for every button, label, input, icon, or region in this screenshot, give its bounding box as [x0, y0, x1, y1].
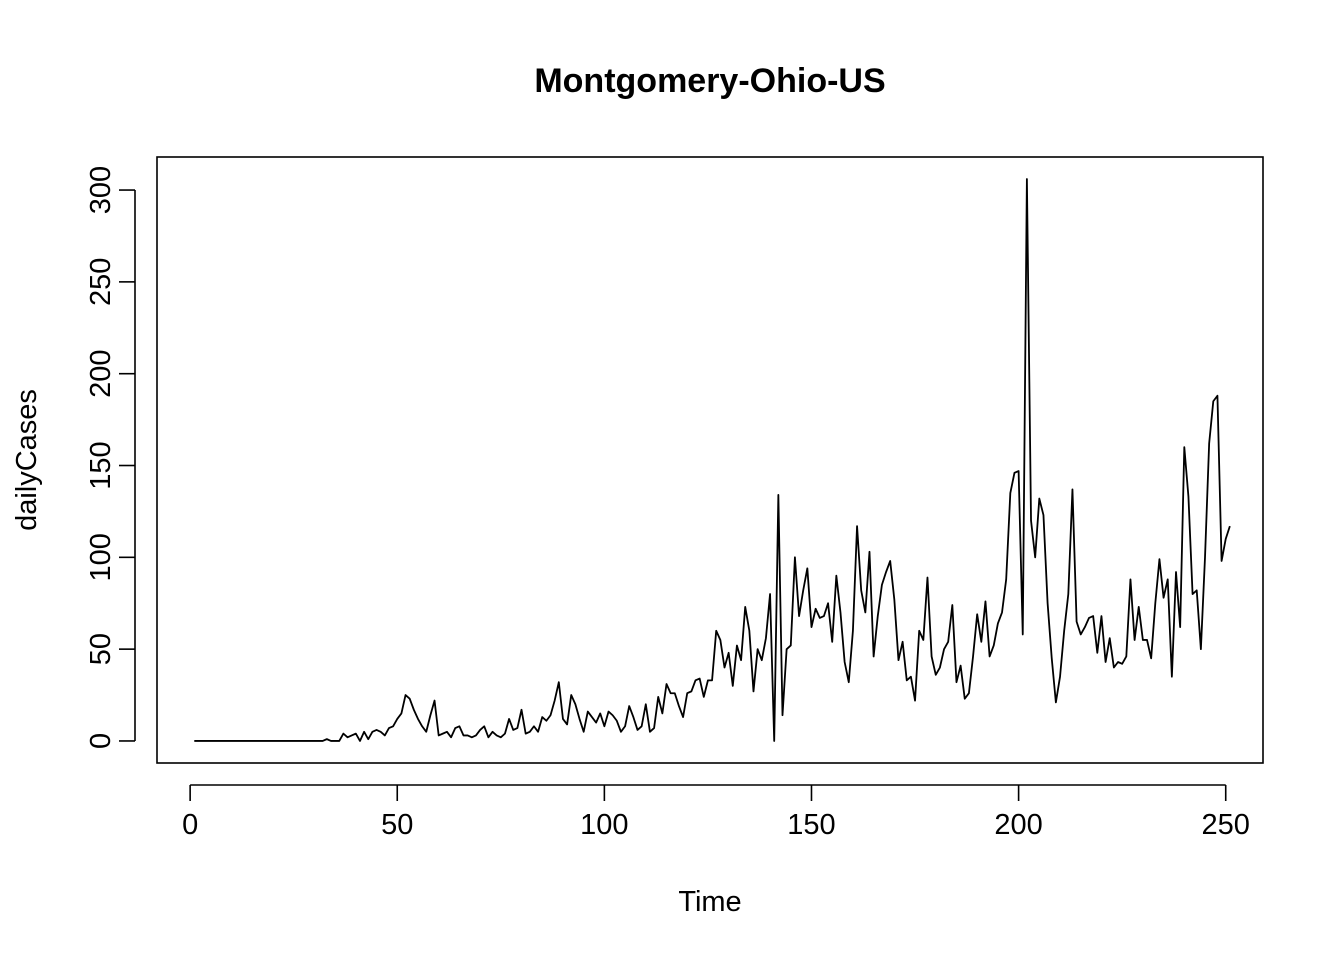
series-line-dailycases	[194, 178, 1231, 742]
y-tick-label: 50	[85, 633, 117, 665]
y-tick-label: 300	[85, 166, 117, 214]
x-tick-label: 200	[994, 809, 1042, 841]
y-tick-label: 250	[85, 258, 117, 306]
x-axis-label: Time	[678, 886, 741, 918]
x-tick-label: 0	[182, 809, 198, 841]
y-tick-label: 0	[85, 733, 117, 749]
x-axis: 0 50 100 150 200 250	[182, 784, 1250, 841]
x-tick-label: 250	[1202, 809, 1250, 841]
chart-title: Montgomery-Ohio-US	[534, 62, 885, 100]
x-tick-label: 100	[580, 809, 628, 841]
plot-frame	[156, 156, 1264, 764]
x-tick-label: 150	[787, 809, 835, 841]
x-tick-label: 50	[381, 809, 413, 841]
y-axis: 0 50 100 150 200 250 300	[85, 166, 136, 749]
y-tick-label: 150	[85, 441, 117, 489]
y-tick-label: 200	[85, 349, 117, 397]
y-tick-label: 100	[85, 533, 117, 581]
y-axis-label: dailyCases	[11, 389, 43, 531]
